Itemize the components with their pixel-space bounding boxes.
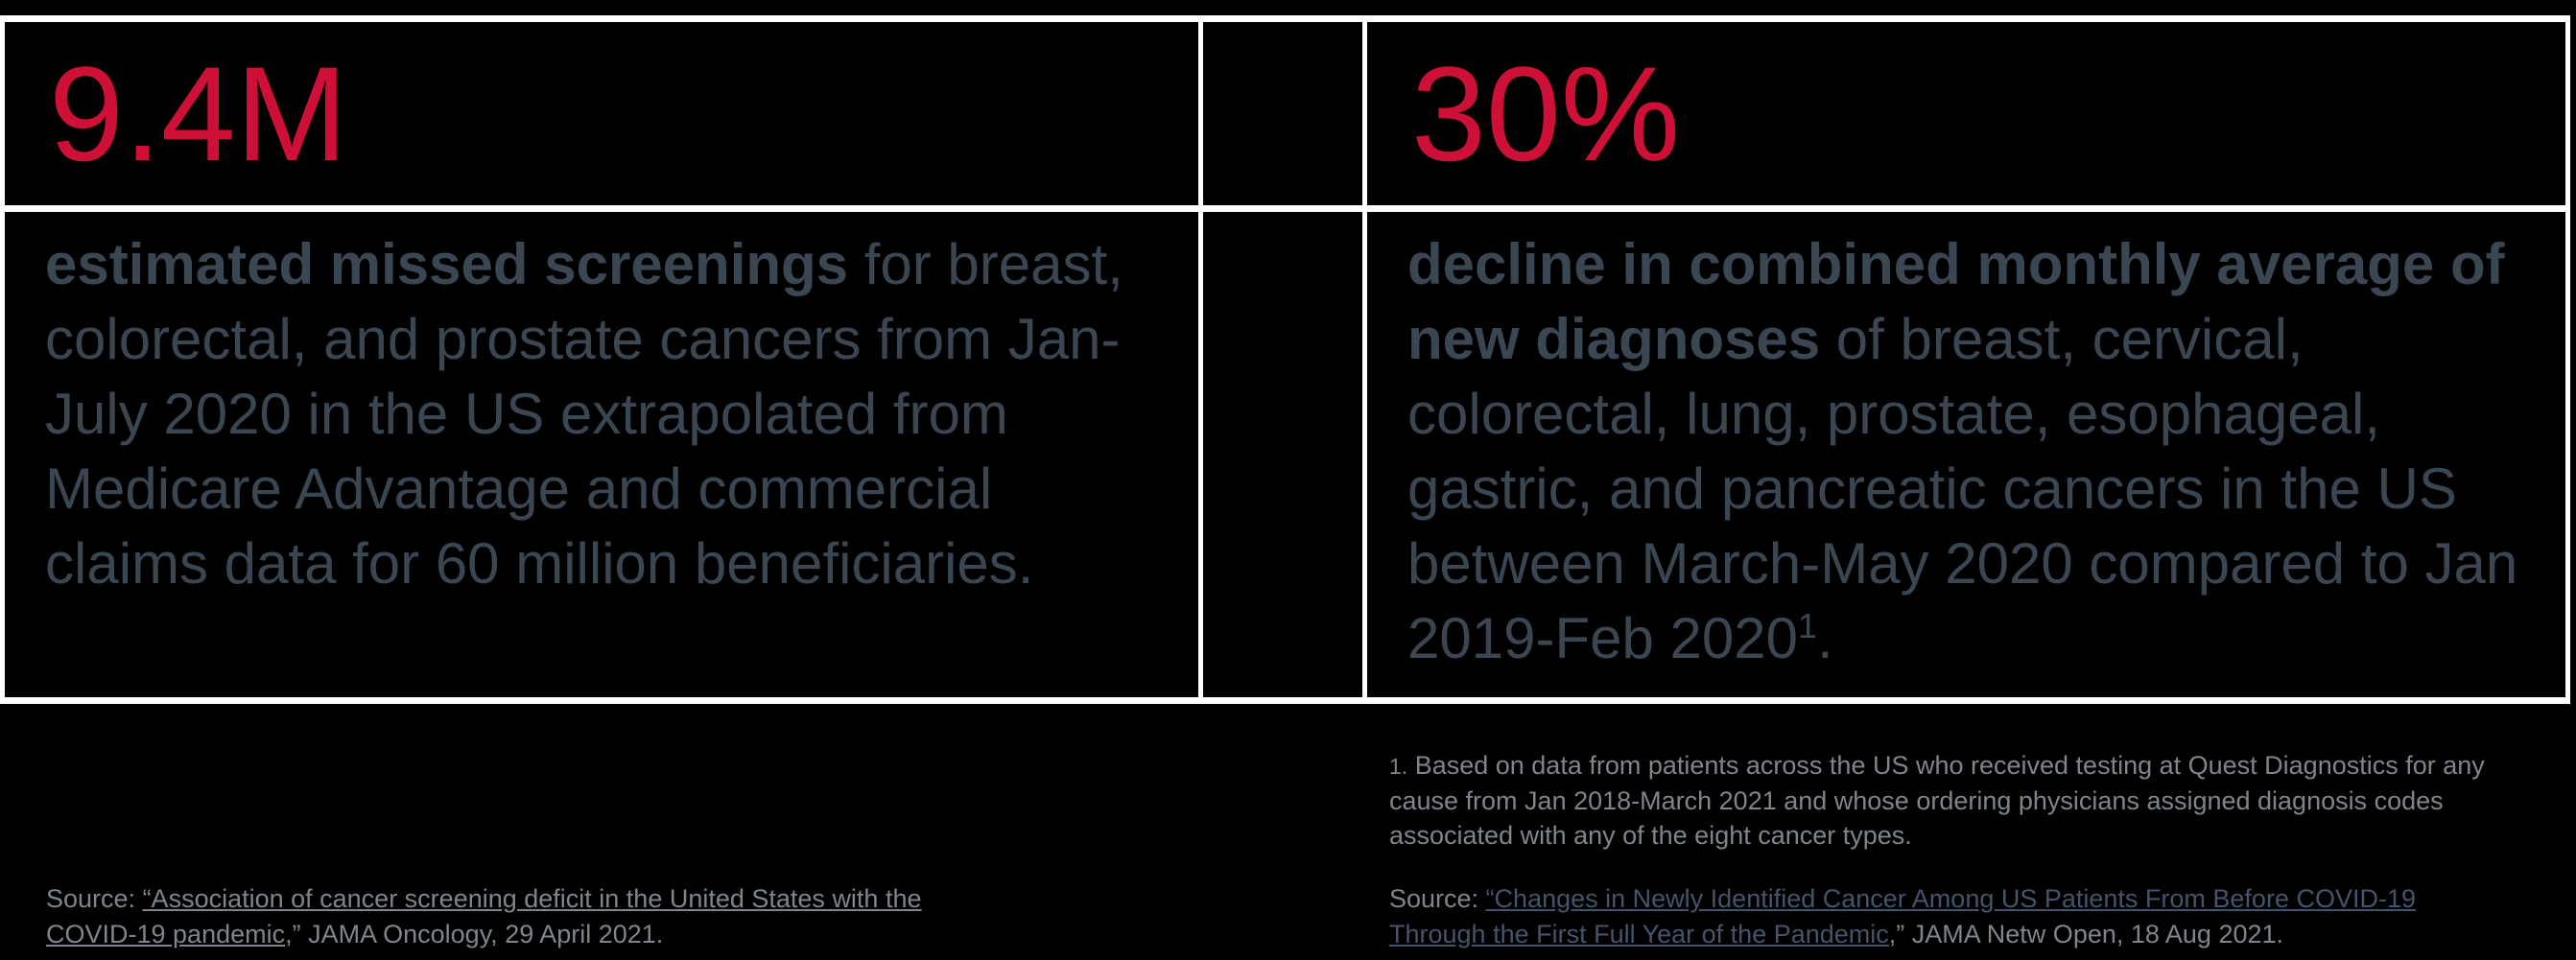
source-right-prefix: Source: (1389, 884, 1486, 913)
stat-right-value-cell: 30% (1362, 22, 2570, 212)
stat-left-value: 9.4M (49, 37, 348, 189)
footnote-text: Based on data from patients across the U… (1389, 751, 2485, 851)
stat-right-description-rest: of breast, cervical, colorectal, lung, p… (1407, 307, 2518, 670)
gutter-top (1203, 22, 1362, 212)
source-right-suffix: ,” JAMA Netw Open, 18 Aug 2021. (1888, 919, 2284, 948)
stat-right-description-bold: decline in combined monthly average of n… (1407, 232, 2505, 371)
stat-left-description-bold: estimated missed screenings (45, 232, 849, 296)
footnote-reference: 1 (1798, 606, 1818, 645)
stat-right-description: decline in combined monthly average of n… (1362, 212, 2570, 697)
stat-left-value-cell: 9.4M (0, 22, 1203, 212)
footnote: 1. Based on data from patients across th… (1389, 748, 2517, 854)
source-left: Source: “Association of cancer screening… (46, 881, 957, 951)
stat-left-description: estimated missed screenings for breast, … (0, 212, 1203, 697)
gutter-bottom (1203, 212, 1362, 697)
footnote-marker: 1. (1389, 754, 1408, 779)
source-left-link[interactable]: “Association of cancer screening deficit… (46, 884, 922, 948)
source-right-link[interactable]: “Changes in Newly Identified Cancer Amon… (1389, 884, 2416, 948)
stats-table: 9.4M 30% estimated missed screenings for… (0, 15, 2570, 704)
stat-right-description-end: . (1817, 606, 1833, 670)
stat-left-description-rest: for breast, colorectal, and prostate can… (45, 232, 1123, 596)
source-left-prefix: Source: (46, 884, 143, 913)
source-right: Source: “Changes in Newly Identified Can… (1389, 881, 2452, 951)
source-left-suffix: ,” JAMA Oncology, 29 April 2021. (285, 919, 664, 948)
stat-right-value: 30% (1411, 37, 1681, 189)
